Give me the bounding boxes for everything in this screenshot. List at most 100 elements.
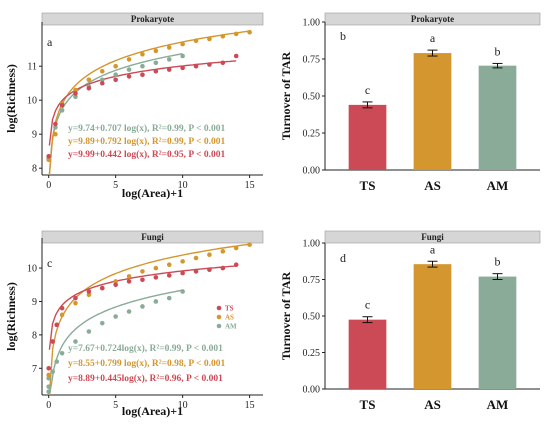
x-tick-label: 10 xyxy=(178,180,188,191)
point-ts xyxy=(126,74,132,79)
fit-curve-am xyxy=(48,53,183,176)
x-tick-label: 15 xyxy=(245,180,255,191)
point-as xyxy=(247,242,252,247)
x-axis-title: log(Area)+1 xyxy=(122,186,183,200)
point-am xyxy=(180,289,185,294)
point-ts xyxy=(140,72,145,77)
strip-title: Prokaryote xyxy=(131,14,174,24)
panel-letter: d xyxy=(340,251,346,265)
point-ts xyxy=(180,270,185,276)
point-ts xyxy=(99,285,105,291)
point-ts xyxy=(153,69,159,74)
significance-letter: a xyxy=(430,242,436,256)
y-tick-label: 8 xyxy=(32,164,37,175)
point-ts xyxy=(166,67,172,72)
point-as xyxy=(193,255,199,261)
y-tick-label: 9 xyxy=(32,130,37,141)
x-tick-label: 10 xyxy=(178,400,188,411)
point-as xyxy=(180,41,185,47)
point-am xyxy=(59,350,65,356)
point-as xyxy=(193,38,199,43)
point-as xyxy=(46,372,51,378)
point-am xyxy=(50,369,56,374)
point-am xyxy=(73,339,78,344)
equation-ts: y=9.99+0.442 log(x), R²=0.95, P < 0.001 xyxy=(68,149,225,160)
point-as xyxy=(140,269,145,274)
point-ts xyxy=(193,269,199,274)
y-tick-label: 10 xyxy=(27,96,37,107)
point-ts xyxy=(233,53,239,59)
y-axis-title: Turnover of TAR xyxy=(279,52,293,141)
point-am xyxy=(73,94,78,100)
point-ts xyxy=(207,267,212,273)
point-as xyxy=(233,245,239,251)
x-tick-label: 0 xyxy=(46,400,51,411)
bar-am xyxy=(478,65,517,170)
y-tick-label: 10 xyxy=(27,264,37,275)
point-as xyxy=(233,31,239,37)
point-as xyxy=(247,29,252,35)
point-am xyxy=(113,72,118,77)
point-as xyxy=(46,157,51,162)
y-tick-label: 7 xyxy=(32,364,37,375)
fit-curve-ts xyxy=(48,60,237,146)
panel-letter: c xyxy=(47,256,52,270)
legend-label-am: AM xyxy=(225,323,237,331)
point-ts xyxy=(59,103,65,108)
point-ts xyxy=(233,262,239,268)
fit-curve-ts xyxy=(48,265,237,350)
y-tick-label: 0.50 xyxy=(303,92,321,103)
point-ts xyxy=(166,273,172,278)
panel-letter: b xyxy=(340,29,346,43)
y-tick-label: 0.75 xyxy=(303,275,321,286)
significance-letter: a xyxy=(430,31,436,45)
point-ts xyxy=(46,365,51,371)
bar-as xyxy=(413,264,452,389)
point-ts xyxy=(140,277,145,283)
point-as xyxy=(73,300,78,306)
point-am xyxy=(59,108,65,113)
point-as xyxy=(113,63,118,69)
point-ts xyxy=(99,80,105,86)
point-as xyxy=(166,45,172,50)
point-as xyxy=(99,69,105,74)
point-am xyxy=(140,63,145,69)
category-label: AM xyxy=(487,397,509,412)
equation-am: y=9.74+0.707 log(x), R²=0.99, P < 0.001 xyxy=(68,123,225,134)
point-ts xyxy=(193,63,199,69)
significance-letter: c xyxy=(365,298,370,312)
point-as xyxy=(53,131,58,137)
point-as xyxy=(220,33,226,39)
point-ts xyxy=(86,86,92,91)
point-am xyxy=(46,384,51,389)
y-tick-label: 0.00 xyxy=(303,385,321,396)
point-ts xyxy=(59,305,65,311)
y-tick-label: 1.00 xyxy=(303,18,321,29)
fit-curve-as xyxy=(48,30,250,176)
equation-as: y=9.89+0.792 log(x), R²=0.99, P < 0.001 xyxy=(68,136,225,147)
point-ts xyxy=(73,91,78,96)
strip-title: Prokaryote xyxy=(411,14,454,24)
significance-letter: b xyxy=(495,255,501,269)
significance-letter: b xyxy=(495,44,501,58)
strip-title: Fungi xyxy=(141,232,164,242)
y-tick-label: 0.00 xyxy=(303,166,321,177)
point-as xyxy=(140,52,145,57)
point-as xyxy=(126,274,132,279)
point-ts xyxy=(180,65,185,71)
y-tick-label: 0.25 xyxy=(303,129,321,140)
strip-title: Fungi xyxy=(421,232,444,242)
point-ts xyxy=(113,77,118,83)
x-tick-label: 15 xyxy=(245,400,255,411)
bar-as xyxy=(413,53,452,170)
point-am xyxy=(126,67,132,72)
point-am xyxy=(99,320,105,326)
point-am xyxy=(99,77,105,83)
point-ts xyxy=(46,154,51,159)
point-as xyxy=(166,262,172,268)
point-am xyxy=(46,375,51,381)
point-ts xyxy=(54,322,60,328)
point-am xyxy=(86,329,92,334)
strip-header xyxy=(41,230,264,244)
